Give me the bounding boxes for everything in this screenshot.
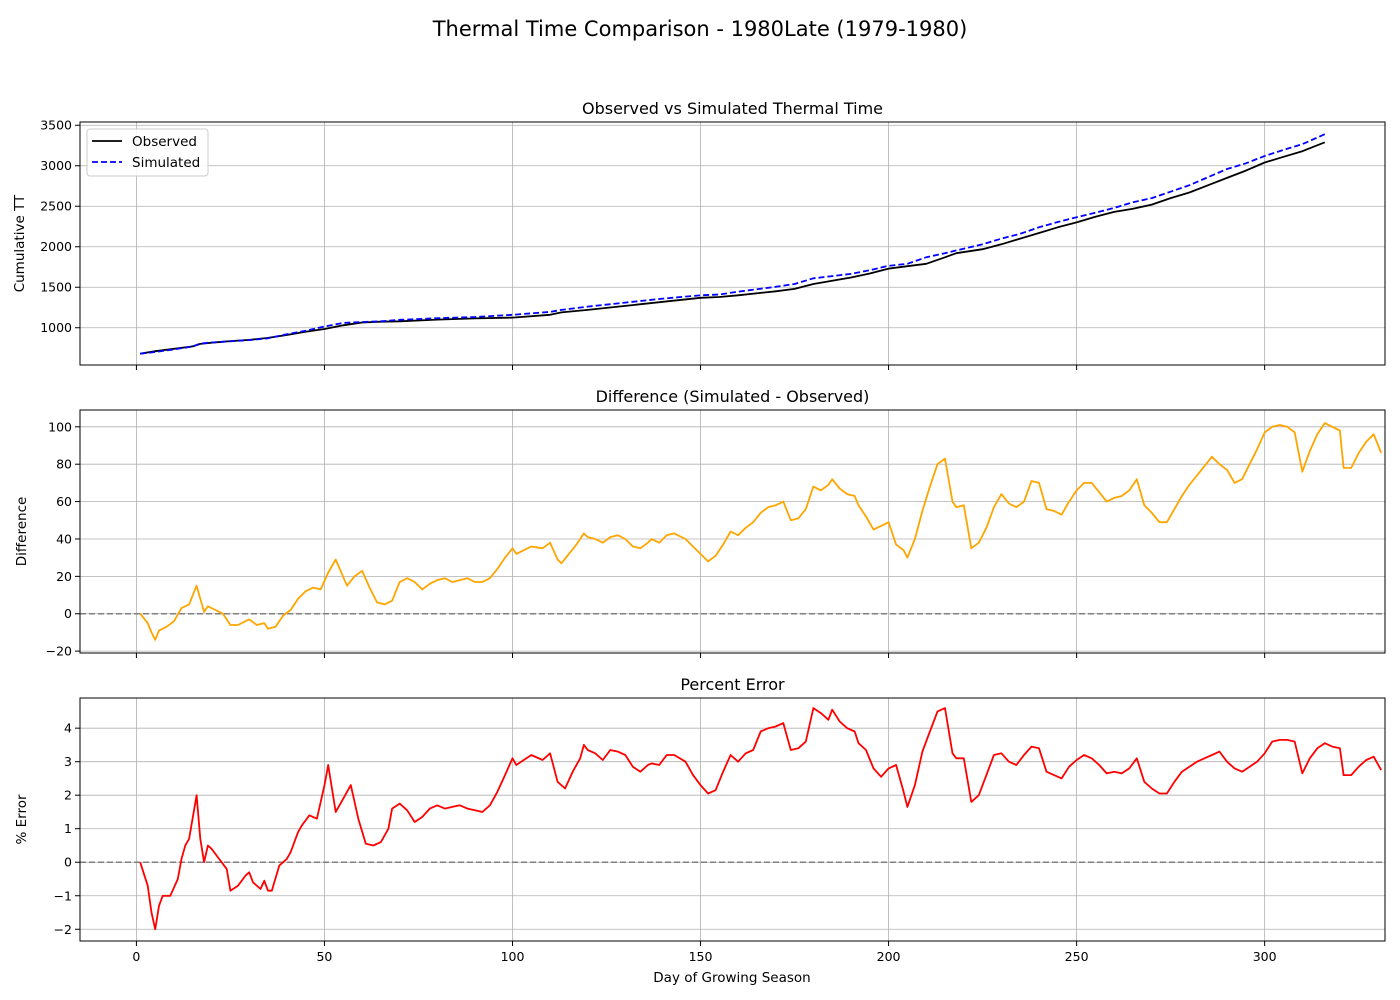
x-tick-label: 200 bbox=[877, 949, 901, 964]
panel-2: −20 0 20 40 60 80 100 Difference (Simulated - O… bbox=[14, 387, 1386, 659]
y-tick-label: −1 bbox=[54, 888, 72, 903]
series-line-1 bbox=[139, 707, 1382, 931]
panel-title: Difference (Simulated - Observed) bbox=[596, 387, 870, 406]
y-tick-label: 20 bbox=[56, 569, 72, 584]
legend-label-simulated: Simulated bbox=[132, 155, 200, 171]
legend: Observed Simulated bbox=[86, 128, 209, 177]
y-axis-label: Cumulative TT bbox=[12, 194, 28, 292]
y-tick-label: 3000 bbox=[40, 158, 72, 173]
figure-title: Thermal Time Comparison - 1980Late (1979… bbox=[432, 17, 968, 41]
panel-3: 0 50 100 150 200 250 300 −2 −1 0 1 2 3 4 Percent Error… bbox=[14, 675, 1386, 964]
y-tick-label: 0 bbox=[64, 855, 72, 870]
y-tick-label: 3 bbox=[64, 754, 72, 769]
legend-label-observed: Observed bbox=[132, 134, 197, 150]
y-tick-label: 40 bbox=[56, 531, 72, 546]
series-line-observed bbox=[140, 141, 1326, 355]
y-axis-label: % Error bbox=[14, 794, 30, 844]
y-tick-label: 1000 bbox=[40, 320, 72, 335]
y-tick-label: 1 bbox=[64, 821, 72, 836]
x-axis-label: Day of Growing Season bbox=[653, 970, 810, 986]
panel-1: 1000 1500 2000 2500 3000 3500 Observed vs Simu… bbox=[12, 99, 1386, 370]
y-tick-label: 2 bbox=[64, 788, 72, 803]
panel-title: Percent Error bbox=[680, 675, 785, 694]
series-line-simulated bbox=[140, 133, 1326, 355]
y-axis-label: Difference bbox=[14, 497, 30, 567]
x-tick-label: 250 bbox=[1065, 949, 1089, 964]
y-tick-label: 60 bbox=[56, 494, 72, 509]
y-tick-label: 100 bbox=[48, 419, 72, 434]
y-tick-label: −2 bbox=[54, 922, 72, 937]
y-tick-label: 1500 bbox=[40, 280, 72, 295]
panel-title: Observed vs Simulated Thermal Time bbox=[582, 99, 883, 118]
y-tick-label: −20 bbox=[46, 644, 72, 659]
x-tick-label: 150 bbox=[689, 949, 713, 964]
plot-frame bbox=[79, 121, 1386, 366]
y-tick-label: 2000 bbox=[40, 239, 72, 254]
y-tick-label: 3500 bbox=[40, 118, 72, 133]
y-tick-label: 2500 bbox=[40, 199, 72, 214]
y-tick-label: 80 bbox=[56, 457, 72, 472]
x-tick-label: 0 bbox=[132, 949, 140, 964]
series-line-1 bbox=[139, 422, 1383, 641]
plot-frame bbox=[79, 409, 1386, 654]
x-tick-label: 50 bbox=[316, 949, 332, 964]
x-tick-label: 100 bbox=[501, 949, 525, 964]
x-tick-label: 300 bbox=[1253, 949, 1277, 964]
plot-frame bbox=[79, 697, 1386, 942]
y-tick-label: 0 bbox=[64, 606, 72, 621]
y-tick-label: 4 bbox=[64, 721, 72, 736]
